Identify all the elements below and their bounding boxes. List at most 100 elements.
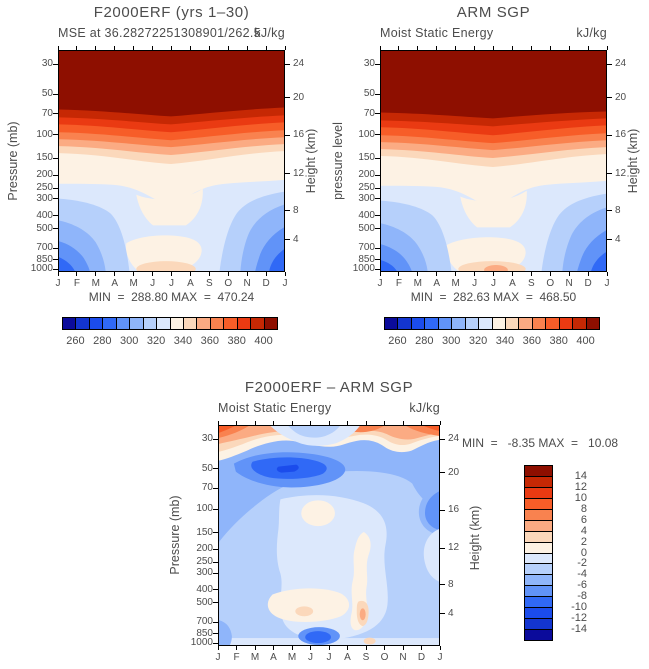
panel2-month-tick-bottom (568, 272, 570, 276)
panel1-height-tick-label: 16 (293, 129, 305, 141)
panel1-subtitle-units: kJ/kg (254, 26, 285, 40)
panel2-month-tick-bottom (398, 272, 400, 276)
panel2-month-label: M (451, 278, 460, 289)
panel3-month-tick-top (310, 421, 311, 425)
panel1-month-tick-top (57, 46, 59, 50)
panel2-pressure-tick-label: 100 (358, 128, 375, 140)
panel2-colorbar-cell (451, 317, 466, 330)
panel2-ylabel-pressure: pressure level (331, 122, 345, 200)
panel3-month-label: M (287, 652, 297, 663)
panel3-colorbar-label: -10 (571, 601, 587, 614)
panel2-month-label: N (565, 278, 573, 289)
panel1-pressure-tick-label: 300 (36, 192, 53, 204)
panel1-pressure-tick (53, 198, 58, 200)
panel2-height-tick-label: 12 (615, 167, 627, 179)
panel2-month-tick-bottom (455, 272, 457, 276)
panel2-month-tick-top (417, 46, 419, 50)
panel3-subtitle-units: kJ/kg (409, 401, 440, 415)
panel3-month-tick-top (347, 421, 348, 425)
panel3-month-tick-bottom (402, 646, 404, 650)
panel3-height-tick (440, 584, 445, 586)
panel2-height-tick-label: 20 (615, 91, 627, 103)
panel3-month-tick-top (254, 421, 256, 425)
panel2-month-label: O (546, 278, 555, 289)
panel1-colorbar-label: 360 (200, 335, 219, 347)
panel1-height-tick-label: 20 (293, 91, 305, 103)
panel1-colorbar-cell (182, 317, 198, 330)
panel3-pressure-tick-label: 850 (196, 627, 213, 639)
panel1-minmax: MIN = 288.80 MAX = 470.24 (88, 290, 255, 304)
panel3-month-tick-bottom (236, 646, 237, 650)
panel3-colorbar-label: -4 (577, 568, 587, 581)
panel3-ylabel-pressure: Pressure (mb) (168, 495, 182, 575)
panel1-colorbar-label: 320 (146, 335, 166, 347)
panel1-pressure-tick-label: 1000 (30, 263, 53, 274)
panel2-title: ARM SGP (456, 4, 531, 21)
panel2-pressure-tick-label: 50 (363, 88, 375, 100)
panel1-month-tick-top (246, 46, 248, 50)
panel3-height-tick (440, 472, 445, 473)
panel1-month-tick-bottom (76, 272, 78, 276)
panel1-pressure-tick (53, 247, 58, 249)
panel3-month-label: N (399, 652, 407, 663)
panel1-month-label: J (282, 278, 288, 289)
panel1-pressure-tick (53, 63, 58, 65)
panel2-month-tick-top (511, 46, 513, 50)
panel1-colorbar-cell (169, 317, 184, 330)
panel1-colorbar-cell (156, 317, 171, 330)
panel3-month-label: J (308, 652, 313, 663)
panel3-colorbar-label: 14 (574, 469, 587, 482)
panel3-height-tick-label: 8 (448, 578, 454, 590)
panel1-contour-plot (58, 50, 285, 272)
panel3-pressure-tick-label: 500 (196, 596, 213, 608)
panel1-colorbar-label: 340 (173, 335, 193, 347)
panel3-month-tick-bottom (328, 646, 330, 650)
panel3-month-tick-bottom (439, 646, 441, 650)
panel2-colorbar-label: 320 (468, 335, 488, 347)
panel2-pressure-tick-label: 150 (358, 152, 375, 164)
panel3-month-tick-top (236, 421, 237, 425)
panel2-month-tick-top (493, 46, 494, 50)
panel3-month-tick-bottom (291, 646, 293, 650)
panel1-subtitle-left: MSE at 36.28272251308901/262.5 (58, 26, 261, 40)
panel2-month-tick-top (587, 46, 589, 50)
panel1-month-tick-top (208, 46, 210, 50)
panel1-colorbar-cell (115, 317, 131, 330)
panel3-pressure-tick (213, 532, 218, 534)
panel2-pressure-tick (375, 187, 380, 189)
panel2-month-label: D (584, 278, 592, 289)
panel3-month-tick-bottom (217, 646, 219, 650)
panel2-month-tick-top (568, 46, 570, 50)
panel3-month-label: M (250, 652, 260, 663)
panel3-month-tick-bottom (365, 646, 367, 650)
panel2-colorbar-label: 280 (415, 335, 434, 347)
panel2-month-tick-top (474, 46, 476, 50)
panel2-pressure-tick (375, 228, 380, 230)
panel2-month-tick-bottom (606, 272, 608, 276)
panel1-month-tick-bottom (189, 272, 191, 276)
panel1-month-tick-bottom (246, 272, 248, 276)
panel3-month-label: F (233, 652, 240, 663)
panel2-pressure-tick (375, 157, 380, 159)
panel2-pressure-tick-label: 70 (363, 107, 375, 119)
panel2-month-tick-bottom (436, 272, 438, 276)
panel1-colorbar-cell (236, 317, 252, 330)
panel1-height-tick (285, 173, 290, 175)
panel1-pressure-tick (53, 268, 58, 270)
panel2-pressure-tick-label: 850 (358, 253, 375, 265)
panel2-pressure-tick (375, 113, 380, 115)
panel3-month-tick-top (328, 421, 330, 425)
panel1-colorbar-cell (142, 317, 158, 330)
panel1-pressure-tick-label: 70 (41, 107, 53, 119)
panel1-ylabel-pressure: Pressure (mb) (6, 121, 20, 201)
panel3-pressure-tick (213, 642, 218, 644)
panel2-colorbar-cell (478, 317, 493, 330)
panel2-height-tick (607, 173, 612, 175)
panel2-height-tick (607, 134, 612, 136)
panel2-colorbar-cell (384, 317, 399, 330)
panel1-height-tick (285, 210, 290, 211)
panel2-month-tick-bottom (511, 272, 513, 276)
panel1-month-tick-top (171, 46, 172, 50)
panel2-pressure-tick (375, 198, 380, 200)
panel1-month-label: N (243, 278, 251, 289)
